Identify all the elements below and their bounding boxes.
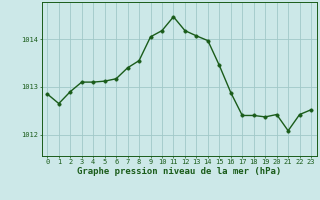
X-axis label: Graphe pression niveau de la mer (hPa): Graphe pression niveau de la mer (hPa)	[77, 167, 281, 176]
